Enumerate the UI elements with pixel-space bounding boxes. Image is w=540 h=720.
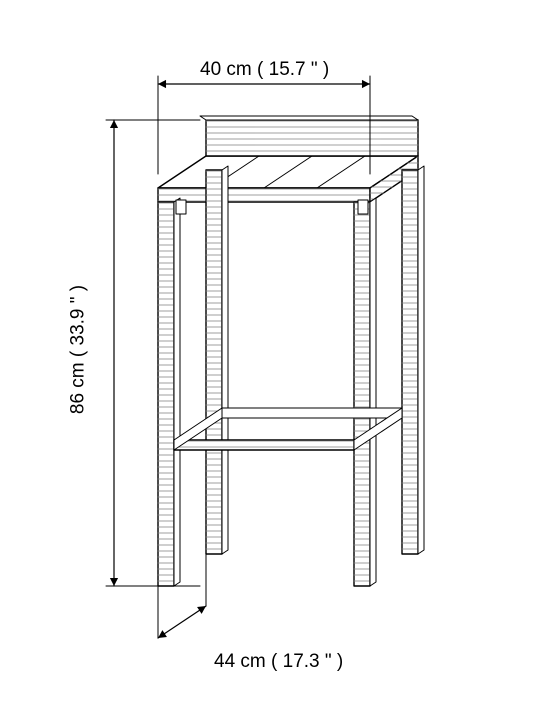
dimension-width-label: 40 cm ( 15.7 " ) — [200, 60, 329, 79]
dimension-height-label: 86 cm ( 33.9 " ) — [69, 270, 88, 430]
dimension-depth-label: 44 cm ( 17.3 " ) — [214, 652, 343, 671]
diagram-root: 40 cm ( 15.7 " ) 86 cm ( 33.9 " ) 44 cm … — [0, 0, 540, 720]
